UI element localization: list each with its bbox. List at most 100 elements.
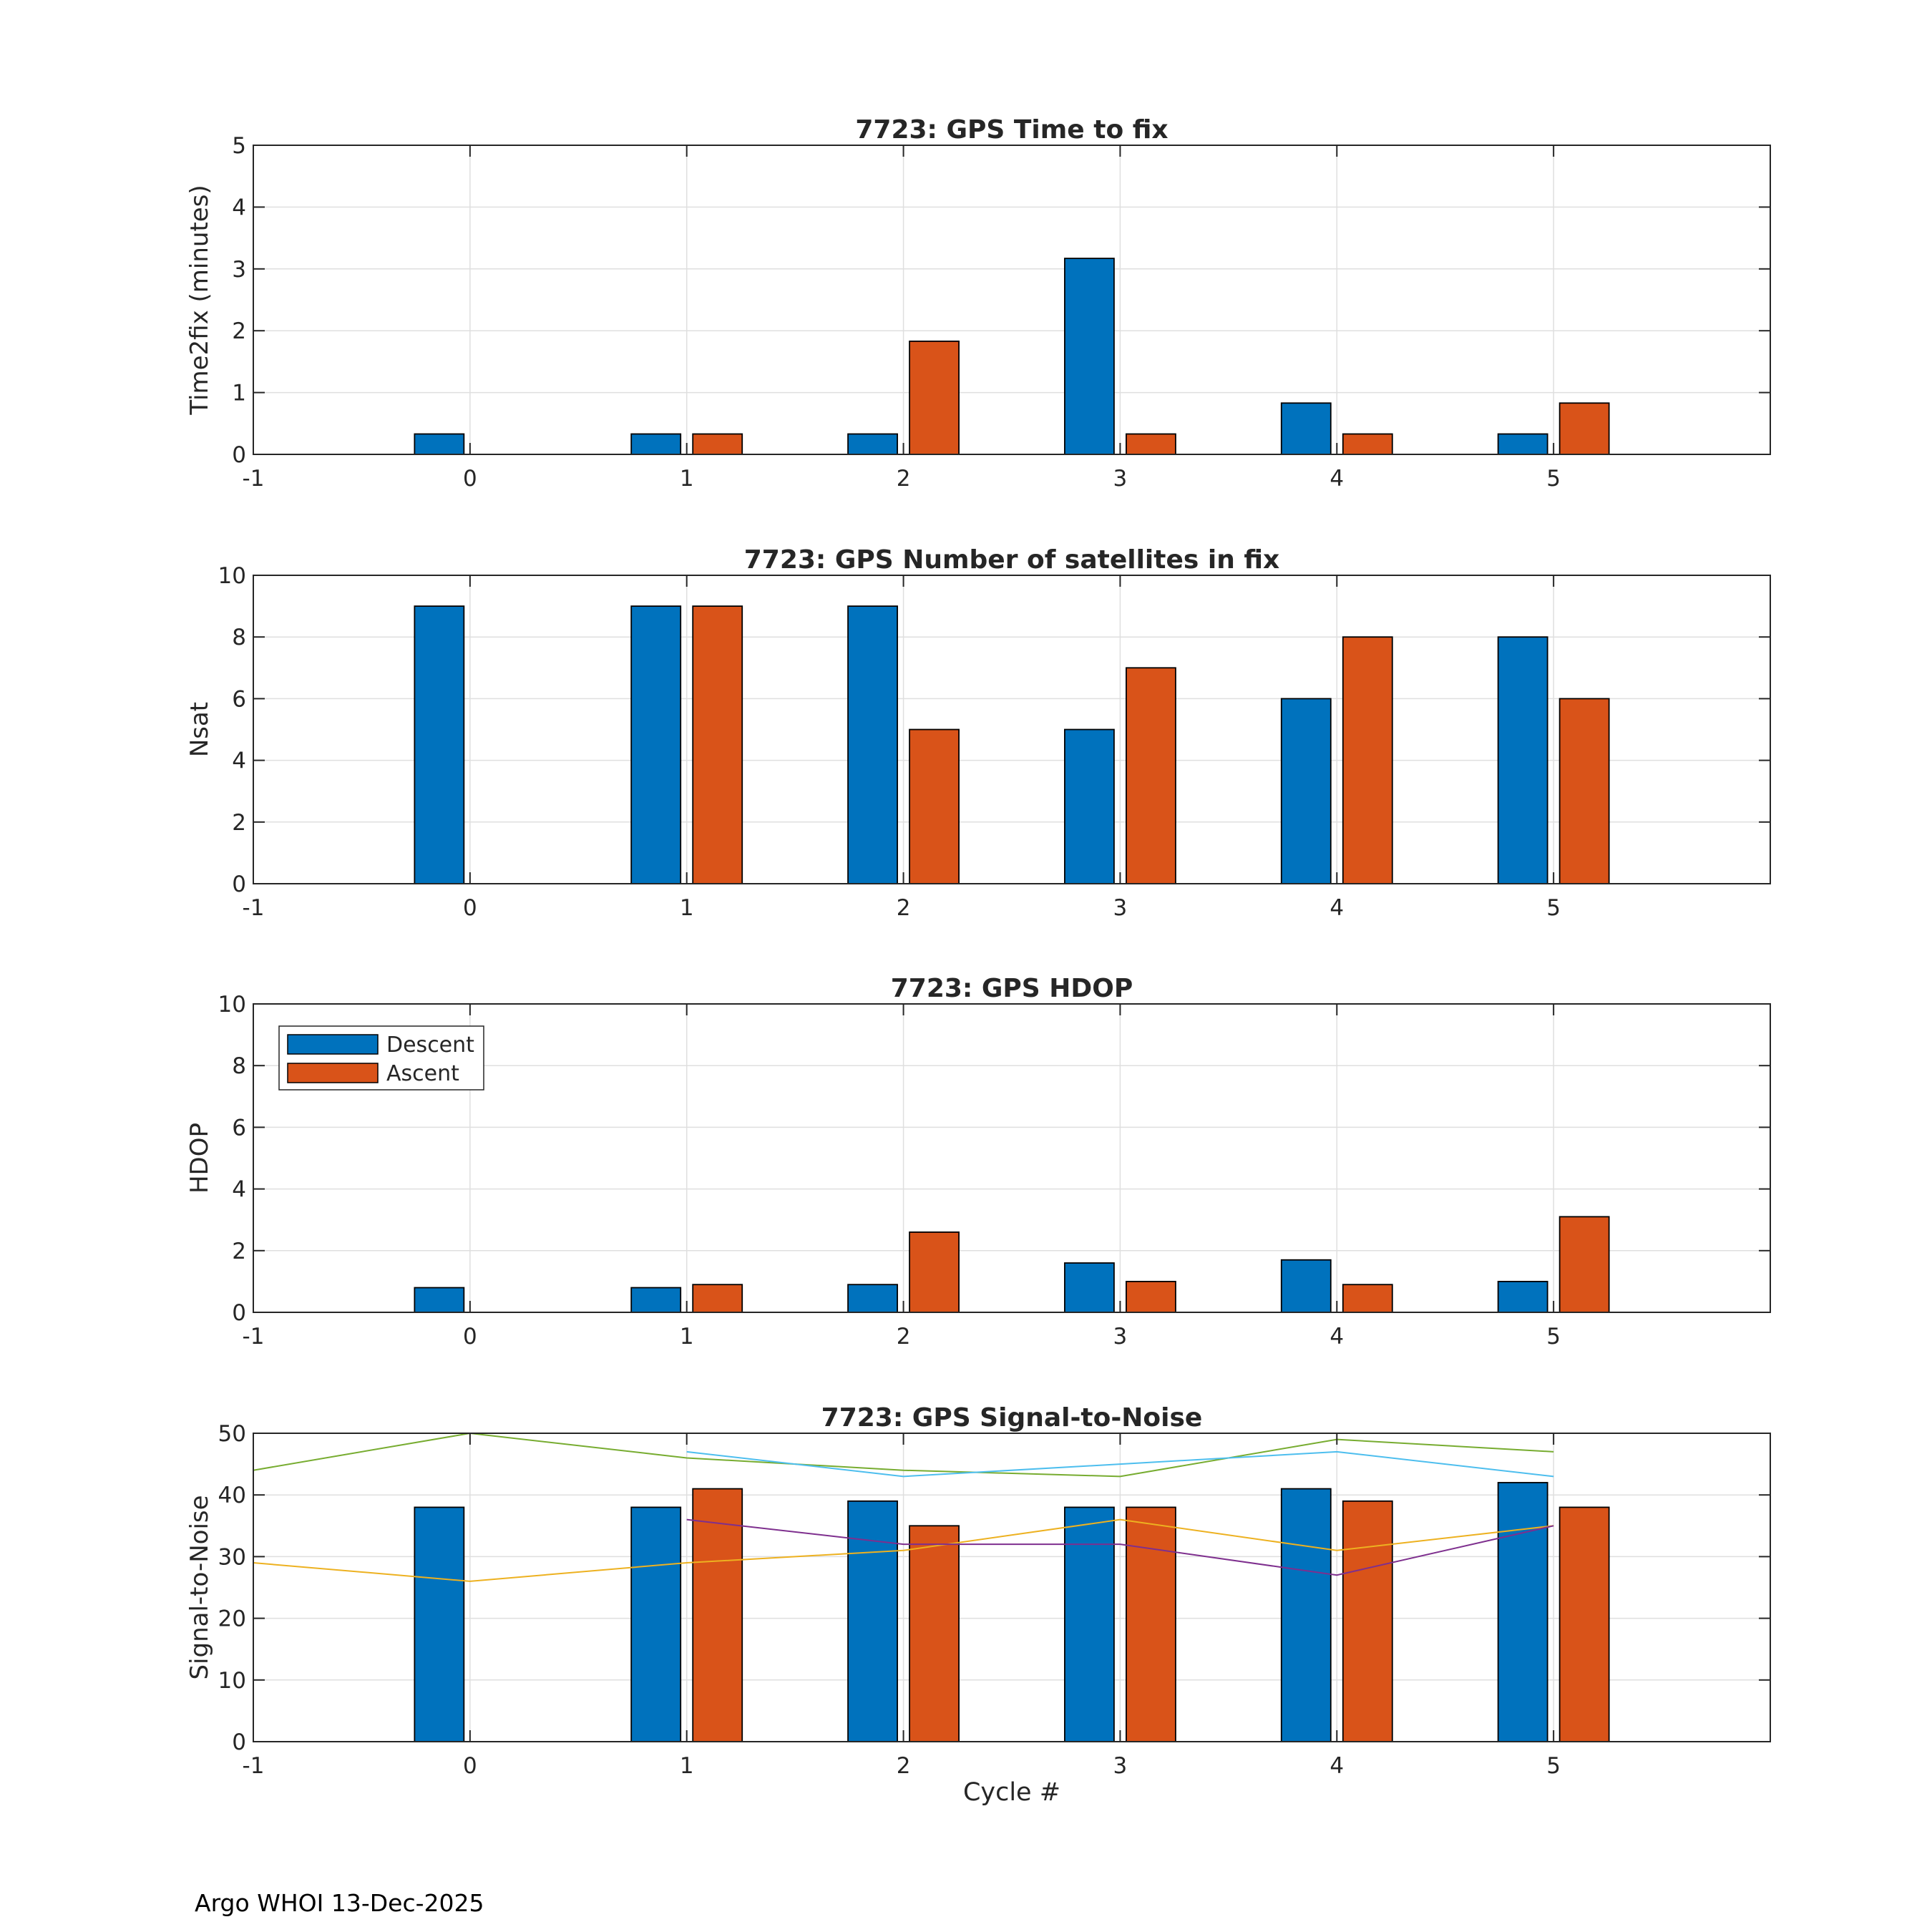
- bar-descent: [1064, 258, 1115, 455]
- y-axis-label: Signal-to-Noise: [185, 1495, 214, 1679]
- bar-ascent: [1342, 433, 1393, 455]
- bar-descent: [1280, 1259, 1332, 1313]
- y-tick-label: 6: [232, 686, 246, 712]
- bar-descent: [630, 1506, 682, 1742]
- bar-ascent: [1126, 433, 1176, 455]
- chart-title: 7723: GPS Time to fix: [855, 115, 1168, 145]
- bar-descent: [630, 605, 682, 884]
- y-tick-label: 20: [218, 1606, 246, 1632]
- bar-descent: [1280, 698, 1332, 884]
- x-tick-label: 5: [1546, 895, 1561, 921]
- bar-ascent: [909, 340, 960, 455]
- bar-descent: [630, 1287, 682, 1313]
- snr-line-3: [253, 1518, 1554, 1582]
- y-tick-label: 1: [232, 381, 246, 406]
- y-tick-label: 50: [218, 1421, 246, 1447]
- legend-label-descent: Descent: [386, 1033, 474, 1058]
- x-tick-label: -1: [243, 466, 265, 492]
- x-tick-label: -1: [243, 895, 265, 921]
- y-tick-label: 8: [232, 625, 246, 650]
- snr-line-2: [686, 1450, 1554, 1478]
- bar-descent: [1497, 1482, 1548, 1742]
- bar-descent: [1497, 1281, 1548, 1313]
- y-tick-label: 10: [218, 992, 246, 1018]
- x-tick-label: 1: [680, 895, 694, 921]
- snr-line-4: [686, 1518, 1554, 1576]
- legend-swatch-descent: [287, 1034, 379, 1055]
- bar-ascent: [1558, 698, 1610, 884]
- x-tick-label: 2: [897, 895, 911, 921]
- footer-label: Argo WHOI 13-Dec-2025: [195, 1889, 484, 1917]
- x-tick-label: 3: [1113, 1324, 1128, 1350]
- y-tick-label: 4: [232, 1177, 246, 1203]
- legend-label-ascent: Ascent: [386, 1061, 459, 1086]
- y-tick-label: 10: [218, 563, 246, 589]
- bar-descent: [414, 1506, 465, 1742]
- bar-ascent: [1558, 1216, 1610, 1313]
- y-tick-label: 40: [218, 1483, 246, 1508]
- bar-descent: [1064, 1262, 1115, 1313]
- x-tick-label: 4: [1330, 1324, 1344, 1350]
- bar-ascent: [1558, 1506, 1610, 1742]
- x-tick-label: 4: [1330, 1753, 1344, 1779]
- x-tick-label: 0: [463, 895, 477, 921]
- y-tick-label: 10: [218, 1668, 246, 1694]
- y-tick-label: 3: [232, 257, 246, 283]
- chart-title: 7723: GPS Number of satellites in fix: [744, 545, 1280, 575]
- y-tick-label: 30: [218, 1544, 246, 1570]
- chart-title: 7723: GPS Signal-to-Noise: [821, 1403, 1203, 1433]
- x-tick-label: 5: [1546, 1753, 1561, 1779]
- bar-ascent: [692, 433, 743, 455]
- x-tick-label: 0: [463, 1324, 477, 1350]
- x-tick-label: 3: [1113, 1753, 1128, 1779]
- bar-descent: [847, 1500, 898, 1742]
- axes-box: [253, 145, 1771, 455]
- y-tick-label: 0: [232, 872, 246, 897]
- bar-ascent: [692, 1284, 743, 1313]
- bar-descent: [847, 605, 898, 884]
- y-tick-label: 0: [232, 442, 246, 468]
- y-tick-label: 2: [232, 1239, 246, 1264]
- x-tick-label: -1: [243, 1753, 265, 1779]
- y-tick-label: 8: [232, 1053, 246, 1079]
- legend-swatch-ascent: [287, 1063, 379, 1083]
- y-tick-label: 5: [232, 133, 246, 159]
- x-tick-label: 1: [680, 1324, 694, 1350]
- bar-descent: [414, 433, 465, 455]
- x-tick-label: 4: [1330, 466, 1344, 492]
- x-axis-label: Cycle #: [963, 1778, 1060, 1807]
- x-tick-label: -1: [243, 1324, 265, 1350]
- x-tick-label: 3: [1113, 466, 1128, 492]
- bar-descent: [847, 1284, 898, 1313]
- axes-box: [253, 575, 1771, 884]
- y-axis-label: HDOP: [185, 1123, 214, 1194]
- bar-ascent: [909, 1525, 960, 1742]
- x-tick-label: 2: [897, 466, 911, 492]
- axes-box: [253, 1003, 1771, 1313]
- bar-ascent: [1126, 667, 1176, 884]
- bar-ascent: [692, 605, 743, 884]
- y-tick-label: 0: [232, 1300, 246, 1326]
- x-tick-label: 5: [1546, 1324, 1561, 1350]
- axes-box: [253, 1433, 1771, 1742]
- bar-descent: [1064, 1506, 1115, 1742]
- bar-descent: [1497, 433, 1548, 455]
- bar-descent: [1280, 402, 1332, 455]
- bar-ascent: [1126, 1281, 1176, 1313]
- bar-descent: [414, 1287, 465, 1313]
- y-tick-label: 0: [232, 1729, 246, 1755]
- bar-ascent: [692, 1488, 743, 1742]
- y-tick-label: 2: [232, 810, 246, 836]
- bar-ascent: [1342, 1284, 1393, 1313]
- bar-descent: [630, 433, 682, 455]
- bar-ascent: [909, 1231, 960, 1313]
- bar-descent: [1064, 728, 1115, 884]
- x-tick-label: 0: [463, 466, 477, 492]
- x-tick-label: 1: [680, 1753, 694, 1779]
- x-tick-label: 0: [463, 1753, 477, 1779]
- bar-descent: [1280, 1488, 1332, 1742]
- bar-descent: [1497, 636, 1548, 884]
